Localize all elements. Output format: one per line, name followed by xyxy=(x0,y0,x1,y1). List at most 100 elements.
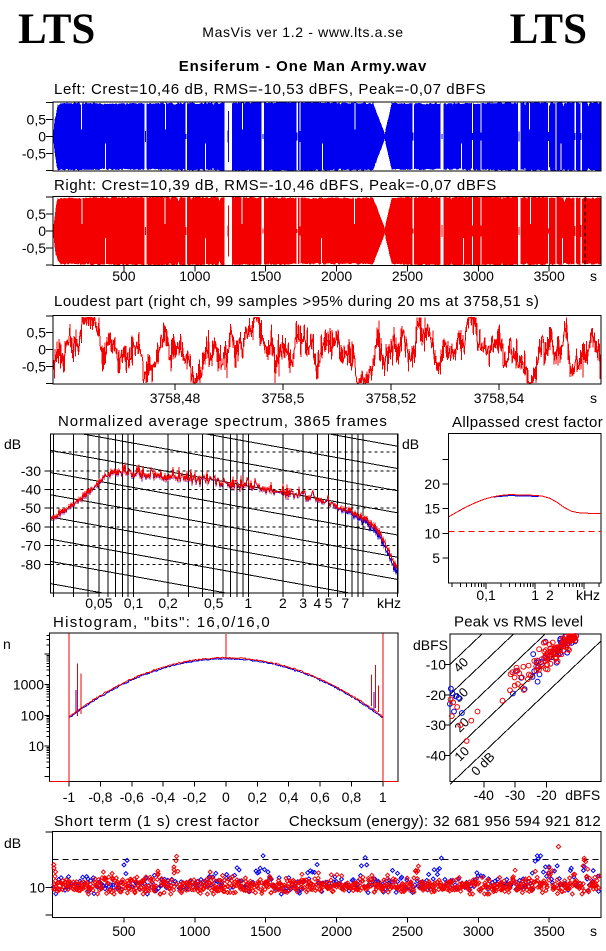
svg-text:0 dB: 0 dB xyxy=(468,749,498,779)
svg-text:-30: -30 xyxy=(426,717,446,733)
svg-text:s: s xyxy=(590,923,597,939)
svg-text:-50: -50 xyxy=(21,500,41,516)
svg-text:0,8: 0,8 xyxy=(342,789,362,805)
svg-text:Allpassed crest factor: Allpassed crest factor xyxy=(452,414,603,431)
svg-text:0,5: 0,5 xyxy=(204,595,224,611)
svg-text:3000: 3000 xyxy=(463,268,494,284)
svg-text:0: 0 xyxy=(38,129,46,145)
svg-text:Histogram, "bits": 16,0/16,0: Histogram, "bits": 16,0/16,0 xyxy=(53,614,271,631)
svg-text:Ensiferum - One Man Army.wav: Ensiferum - One Man Army.wav xyxy=(179,58,428,75)
svg-text:-0,2: -0,2 xyxy=(182,789,206,805)
svg-text:-0,5: -0,5 xyxy=(22,240,46,256)
svg-text:2: 2 xyxy=(546,587,554,603)
svg-text:-0,4: -0,4 xyxy=(151,789,175,805)
svg-text:1: 1 xyxy=(244,595,252,611)
svg-text:Short term (1 s) crest factor: Short term (1 s) crest factor xyxy=(54,813,260,830)
svg-text:-0,5: -0,5 xyxy=(22,359,46,375)
svg-text:s: s xyxy=(590,268,597,284)
svg-text:1: 1 xyxy=(531,587,539,603)
svg-text:10: 10 xyxy=(451,743,472,764)
svg-text:0: 0 xyxy=(222,789,230,805)
svg-text:5: 5 xyxy=(432,550,440,566)
svg-text:2: 2 xyxy=(279,595,287,611)
svg-text:0,2: 0,2 xyxy=(158,595,178,611)
svg-text:15: 15 xyxy=(424,501,440,517)
svg-text:40: 40 xyxy=(450,654,471,675)
svg-text:dBFS: dBFS xyxy=(413,637,448,653)
svg-text:-80: -80 xyxy=(21,556,41,572)
svg-text:0,5: 0,5 xyxy=(27,206,47,222)
svg-text:7: 7 xyxy=(341,595,349,611)
svg-text:3758,48: 3758,48 xyxy=(150,390,201,406)
svg-text:-1: -1 xyxy=(63,789,76,805)
svg-text:-20: -20 xyxy=(426,687,446,703)
svg-text:2000: 2000 xyxy=(321,268,352,284)
svg-text:1000: 1000 xyxy=(179,923,210,939)
svg-text:Normalized average spectrum, 3: Normalized average spectrum, 3865 frames xyxy=(58,413,388,430)
svg-text:dB: dB xyxy=(4,835,21,851)
svg-text:0,2: 0,2 xyxy=(248,789,268,805)
svg-text:Right: Crest=10,39 dB, RMS=-10: Right: Crest=10,39 dB, RMS=-10,46 dBFS, … xyxy=(54,177,497,194)
svg-text:3500: 3500 xyxy=(534,923,565,939)
svg-text:1000: 1000 xyxy=(179,268,210,284)
svg-text:4: 4 xyxy=(314,595,322,611)
svg-text:3758,5: 3758,5 xyxy=(262,390,305,406)
svg-text:1500: 1500 xyxy=(250,268,281,284)
svg-text:0,05: 0,05 xyxy=(85,595,112,611)
svg-text:-40: -40 xyxy=(21,482,41,498)
svg-text:2500: 2500 xyxy=(392,923,423,939)
svg-text:1500: 1500 xyxy=(250,923,281,939)
svg-text:3758,52: 3758,52 xyxy=(366,390,417,406)
svg-text:10: 10 xyxy=(424,525,440,541)
svg-text:Loudest part (right ch, 99 sam: Loudest part (right ch, 99 samples >95% … xyxy=(54,293,539,310)
svg-text:-0,8: -0,8 xyxy=(88,789,112,805)
svg-text:Checksum (energy): 32 681 956: Checksum (energy): 32 681 956 594 921 81… xyxy=(289,813,601,830)
svg-text:20: 20 xyxy=(424,476,440,492)
svg-text:s: s xyxy=(590,390,597,406)
svg-text:-20: -20 xyxy=(536,787,556,803)
svg-text:-10: -10 xyxy=(426,656,446,672)
svg-text:LTS: LTS xyxy=(18,6,95,53)
svg-text:3500: 3500 xyxy=(534,268,565,284)
svg-text:1000: 1000 xyxy=(13,677,44,693)
svg-text:1: 1 xyxy=(379,789,387,805)
svg-text:kHz: kHz xyxy=(377,595,401,611)
svg-text:0,5: 0,5 xyxy=(27,111,47,127)
svg-text:0: 0 xyxy=(38,223,46,239)
svg-text:5: 5 xyxy=(325,595,333,611)
svg-text:2500: 2500 xyxy=(392,268,423,284)
svg-text:dB: dB xyxy=(4,436,21,452)
svg-text:3000: 3000 xyxy=(463,923,494,939)
svg-text:-30: -30 xyxy=(505,787,525,803)
svg-text:500: 500 xyxy=(112,923,136,939)
svg-text:dB: dB xyxy=(402,436,419,452)
svg-text:MasVis ver 1.2 - www.lts.a.se: MasVis ver 1.2 - www.lts.a.se xyxy=(202,24,403,40)
svg-text:0,1: 0,1 xyxy=(124,595,144,611)
svg-text:500: 500 xyxy=(112,268,136,284)
svg-text:0,6: 0,6 xyxy=(310,789,330,805)
svg-text:10: 10 xyxy=(29,879,45,895)
svg-text:-30: -30 xyxy=(21,463,41,479)
svg-text:-70: -70 xyxy=(21,538,41,554)
svg-text:-0,5: -0,5 xyxy=(22,146,46,162)
svg-text:-0,6: -0,6 xyxy=(120,789,144,805)
svg-text:kHz: kHz xyxy=(576,587,600,603)
svg-text:10: 10 xyxy=(28,738,44,754)
svg-text:0: 0 xyxy=(38,342,46,358)
svg-text:LTS: LTS xyxy=(510,6,587,53)
svg-text:Peak vs RMS level: Peak vs RMS level xyxy=(454,614,583,631)
svg-text:-60: -60 xyxy=(21,519,41,535)
svg-text:0,4: 0,4 xyxy=(279,789,299,805)
svg-text:-40: -40 xyxy=(426,748,446,764)
svg-text:0,1: 0,1 xyxy=(476,587,496,603)
svg-text:3: 3 xyxy=(299,595,307,611)
svg-text:-40: -40 xyxy=(474,787,494,803)
svg-text:dBFS: dBFS xyxy=(565,787,600,803)
svg-text:100: 100 xyxy=(21,707,45,723)
svg-text:n: n xyxy=(3,636,11,652)
svg-text:0,5: 0,5 xyxy=(27,325,47,341)
svg-text:2000: 2000 xyxy=(321,923,352,939)
svg-text:3758,54: 3758,54 xyxy=(474,390,525,406)
svg-text:Left: Crest=10,46 dB, RMS=-10,: Left: Crest=10,46 dB, RMS=-10,53 dBFS, P… xyxy=(54,81,486,98)
svg-text:20: 20 xyxy=(451,714,472,735)
